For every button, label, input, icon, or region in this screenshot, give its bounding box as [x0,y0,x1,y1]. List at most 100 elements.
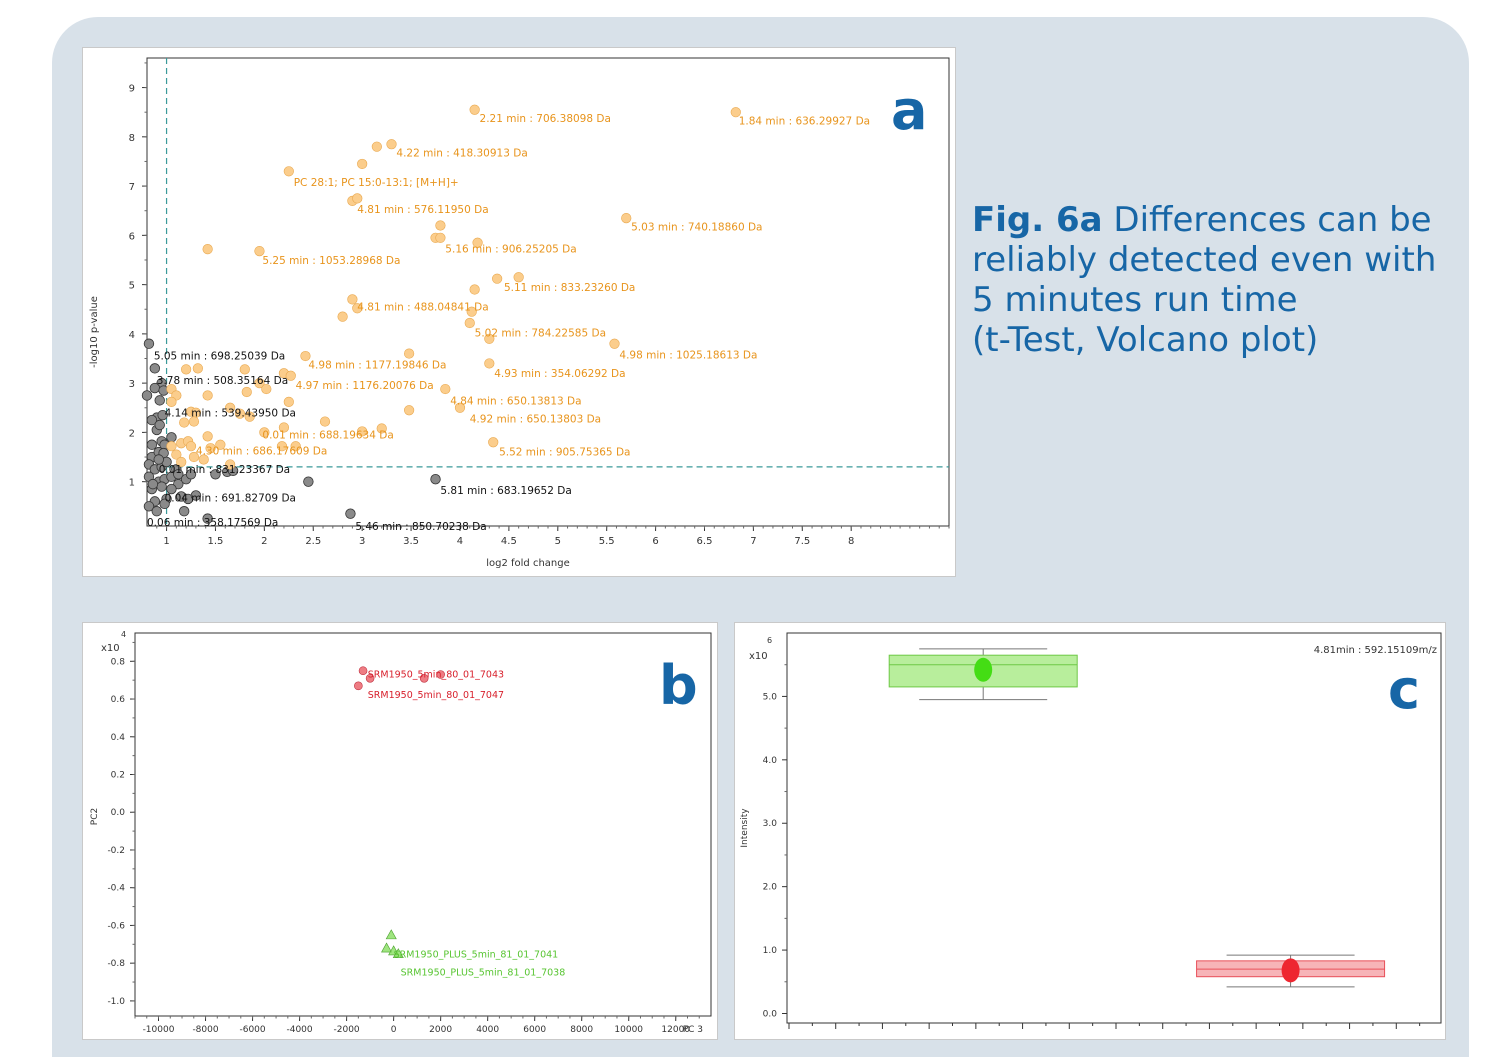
x-tick-label: 10000 [614,1025,643,1035]
point-annotation: 0.04 min : 691.82709 Da [165,492,296,504]
y-tick-label: -1.0 [107,997,125,1007]
x-tick-label: 2000 [429,1025,452,1035]
nonsignificant-point [185,469,197,480]
x-tick-label: 5.5 [599,536,615,547]
y-tick-label: 0.8 [111,657,126,667]
pca-point-green [392,948,404,959]
nonsignificant-point [345,508,356,519]
point-annotation: 1.84 min : 636.29927 Da [739,116,870,128]
y-tick-label: 9 [129,84,135,95]
significant-point [261,383,272,395]
x-tick-label: 4.5 [501,536,517,547]
figure-caption: Fig. 6a Differences can be reliably dete… [972,200,1442,360]
point-annotation: PC 28:1; PC 15:0-13:1; [M+H]+ [294,177,459,189]
significant-point [404,348,415,359]
nonsignificant-point [178,506,190,517]
mean-marker [974,657,993,682]
y-exponent: 6 [767,636,772,645]
significant-point [185,441,197,452]
significant-point [352,193,363,204]
significant-point [469,284,480,295]
significant-point [176,456,187,468]
significant-point [283,166,294,177]
chart-title: 4.81min : 592.15109m/z [1314,645,1437,656]
x-tick-label: -4000 [286,1025,312,1035]
pca-point-red [358,666,368,676]
y-tick-label: -0.4 [107,884,125,894]
y-tick-label: 0.6 [111,695,126,705]
pca-plot-panel: x10 4 0.8 0.6 0.4 0.2 0.0 -0.2 -0.4 -0.6 -0.8 -1.0 -… [82,622,718,1040]
nonsignificant-point [154,419,165,431]
significant-point [225,459,236,470]
nonsignificant-point [151,506,162,517]
significant-point [198,454,209,465]
x-tick-label: 2.5 [305,536,321,547]
x-tick-label: 6.5 [697,536,713,547]
y-tick-label: 4.0 [763,756,778,766]
significant-point [730,107,741,118]
x-tick-label: 7.5 [794,536,810,547]
significant-point [376,423,387,434]
pca-point-green [385,929,397,940]
x-tick-label: 3 [359,536,365,547]
nonsignificant-point [154,395,165,406]
point-annotation: 4.14 min : 539.43950 Da [165,408,296,420]
point-annotation: 4.84 min : 650.13813 Da [450,395,581,407]
pca-point-red [419,673,429,683]
x-axis-label: PC 3 [683,1025,703,1035]
significant-point [239,364,250,375]
point-annotation: 4.98 min : 1177.19846 Da [308,359,446,371]
nonsignificant-point [143,338,155,349]
point-annotation: 4.81 min : 488.04841 Da [357,302,488,314]
x-tick-label: 12000 [661,1025,690,1035]
mean-marker [1281,958,1300,983]
y-tick-label: 0.4 [111,733,126,743]
nonsignificant-point [210,469,221,480]
y-tick-label: 3 [129,379,135,390]
point-annotation: 4.81 min : 576.11950 Da [357,204,488,216]
significant-point [202,390,213,401]
nonsignificant-point [143,501,155,512]
x-tick-label: 6 [652,536,658,547]
significant-point [205,443,216,454]
significant-point [202,431,213,442]
caption-method: (t-Test, Volcano plot) [972,320,1319,360]
significant-point [192,363,203,374]
y-tick-label: 0.0 [763,1009,778,1019]
significant-point [244,411,255,422]
nonsignificant-point [156,481,167,492]
box-plot: x10 6 4.81min : 592.15109m/z 0.0 1.0 2.0 3.0 4.… [740,632,1442,1029]
y-tick-label: 5.0 [763,692,778,702]
nonsignificant-point [146,414,158,426]
panel-letter-c: c [1388,658,1421,721]
volcano-plot-panel: 1 1.5 2 2.5 3 3.5 4 4.5 5 5.5 6 6.5 7 7.5 8 1 2 3 4 5 6 7 8 9 lo… [82,47,956,577]
point-annotation: 5.11 min : 833.23260 Da [504,282,635,294]
x-tick-label: 5 [555,536,561,547]
nonsignificant-point [202,513,213,524]
pca-sample-label: SRM1950_PLUS_5min_81_01_7038 [401,967,566,978]
significant-point [188,416,200,427]
x-tick-label: -2000 [334,1025,360,1035]
point-annotation: 3.78 min : 508.35164 Da [157,375,288,387]
point-annotation: 2.21 min : 706.38098 Da [480,113,611,125]
significant-point [386,139,397,150]
significant-point [188,451,200,463]
point-annotation: 4.22 min : 418.30913 Da [396,148,527,160]
y-tick-label: 4 [129,330,135,341]
point-annotation: 4.30 min : 686.17609 Da [196,446,327,458]
y-axis-label: -log10 p-value [89,296,100,368]
significant-point [357,426,368,437]
y-tick-label: 1.0 [763,946,778,956]
y-axis-label: PC2 [90,808,100,825]
significant-point [472,237,483,248]
x-tick-label: 3.5 [403,536,419,547]
significant-point [435,232,446,243]
point-annotation: 5.03 min : 740.18860 Da [631,221,762,233]
x-tick-label: 8000 [570,1025,593,1035]
nonsignificant-point [157,409,168,421]
panel-letter-a: a [891,79,928,142]
pca-point-red [365,673,375,683]
nonsignificant-point [430,474,441,485]
significant-point [254,378,265,389]
nonsignificant-point [166,432,177,443]
